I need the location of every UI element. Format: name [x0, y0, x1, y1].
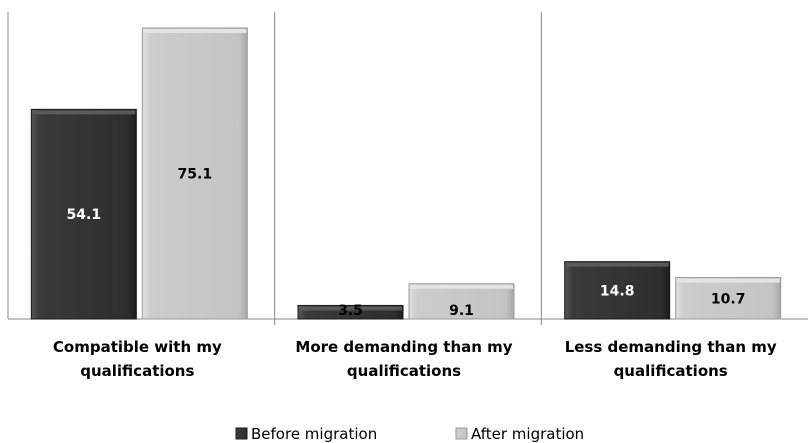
category-label: Compatible with my: [53, 338, 222, 356]
bar-bevel: [32, 110, 135, 114]
legend-label: Before migration: [251, 425, 377, 443]
category-labels-group: Compatible with my qualifications More dem…: [53, 338, 777, 380]
legend-swatch-before: [236, 428, 247, 439]
bar-bevel: [566, 263, 669, 267]
value-label: 3.5: [338, 303, 363, 319]
legend-label: After migration: [471, 425, 584, 443]
value-label: 75.1: [178, 166, 213, 182]
category-label: qualifications: [80, 362, 194, 380]
value-label: 10.7: [711, 291, 746, 307]
bar-bevel: [143, 29, 246, 33]
value-label: 54.1: [67, 207, 102, 223]
category-label: Less demanding than my: [565, 338, 777, 356]
bar-bevel: [410, 285, 513, 289]
value-label: 9.1: [449, 303, 474, 319]
value-label: 14.8: [600, 283, 635, 299]
bar-bevel: [677, 279, 780, 283]
legend-swatch-after: [456, 428, 467, 439]
category-label: More demanding than my: [295, 338, 512, 356]
legend: Before migration After migration: [236, 425, 584, 443]
category-label: qualifications: [347, 362, 461, 380]
bars-group: [31, 28, 780, 319]
category-label: qualifications: [614, 362, 728, 380]
